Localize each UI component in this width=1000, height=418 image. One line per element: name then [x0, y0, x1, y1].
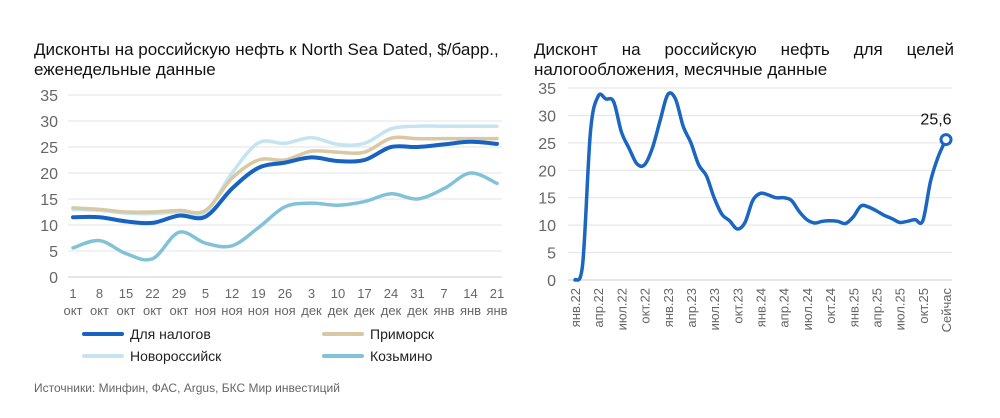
x-tick-label-month: окт — [143, 303, 162, 318]
x-tick-label-month: янв — [486, 303, 507, 318]
legend-label: Для налогов — [130, 326, 211, 342]
x-tick-label-day: 10 — [331, 286, 345, 301]
left-chart-title: Дисконты на российскую нефть к North Sea… — [34, 40, 499, 79]
x-tick-label-month: ноя — [221, 303, 242, 318]
x-tick-label: июл.25 — [893, 288, 908, 330]
x-tick-label-day: 19 — [251, 286, 265, 301]
legend-item: Приморск — [322, 326, 434, 342]
x-tick-label-day: 12 — [225, 286, 239, 301]
x-tick-label-day: 22 — [145, 286, 159, 301]
x-tick-label: апр.22 — [591, 288, 606, 328]
source-note: Источники: Минфин, ФАС, Argus, БКС Мир и… — [34, 381, 340, 395]
y-tick-label: 5 — [49, 244, 58, 261]
x-tick-label: апр.23 — [684, 288, 699, 328]
legend-swatch — [322, 354, 364, 358]
series-line — [71, 135, 499, 215]
series-line — [573, 91, 948, 282]
x-tick-label-day: 7 — [440, 286, 447, 301]
y-tick-label: 35 — [40, 88, 58, 105]
x-tick-label-month: окт — [90, 303, 109, 318]
legend-item: Козьмино — [322, 348, 432, 364]
x-tick-label-month: окт — [169, 303, 188, 318]
y-tick-label: 35 — [538, 81, 556, 98]
x-tick-label-month: ноя — [248, 303, 269, 318]
y-tick-label: 30 — [538, 108, 556, 125]
x-tick-label: окт.24 — [823, 288, 838, 324]
x-tick-label-day: 31 — [410, 286, 424, 301]
y-tick-label: 0 — [49, 270, 58, 287]
x-tick-label-month: дек — [301, 303, 322, 318]
x-tick-label: июл.22 — [614, 288, 629, 330]
legend-item: Для налогов — [82, 326, 211, 342]
x-tick-label-day: 21 — [490, 286, 504, 301]
legend-swatch — [322, 332, 364, 336]
right-chart-title: Дисконт на российскую нефть для целей на… — [534, 40, 954, 79]
y-tick-label: 15 — [40, 192, 58, 209]
legend-swatch — [82, 354, 124, 358]
x-tick-label-day: 14 — [463, 286, 477, 301]
x-tick-label: янв.22 — [568, 288, 583, 327]
x-tick-label-day: 1 — [69, 286, 76, 301]
legend-label: Приморск — [370, 326, 434, 342]
x-tick-label: янв.24 — [754, 288, 769, 327]
x-tick-label-day: 29 — [172, 286, 186, 301]
x-tick-label: Сейчас — [939, 288, 954, 333]
data-label: 25,6 — [920, 112, 951, 129]
y-tick-label: 20 — [40, 166, 58, 183]
x-tick-label: апр.25 — [869, 288, 884, 328]
y-tick-label: 25 — [538, 136, 556, 153]
x-tick-label-day: 8 — [96, 286, 103, 301]
x-tick-label: июл.23 — [707, 288, 722, 330]
y-tick-label: 30 — [40, 114, 58, 131]
x-tick-label-month: янв — [460, 303, 481, 318]
x-tick-label-month: дек — [381, 303, 402, 318]
series-line — [71, 139, 499, 226]
y-tick-label: 10 — [40, 218, 58, 235]
legend-item: Новороссийск — [82, 348, 221, 364]
x-tick-label: июл.24 — [800, 288, 815, 330]
y-tick-label: 5 — [547, 246, 556, 263]
y-tick-label: 25 — [40, 140, 58, 157]
y-tick-label: 10 — [538, 218, 556, 235]
y-tick-label: 0 — [547, 273, 556, 290]
legend-label: Новороссийск — [130, 348, 222, 364]
x-tick-label-month: дек — [354, 303, 375, 318]
x-tick-label-month: янв — [433, 303, 454, 318]
x-tick-label-day: 24 — [384, 286, 398, 301]
last-point-marker — [939, 133, 953, 147]
x-tick-label: окт.22 — [638, 288, 653, 324]
legend-swatch — [82, 332, 124, 336]
x-tick-label: окт.23 — [730, 288, 745, 324]
x-tick-label-month: дек — [328, 303, 349, 318]
x-tick-label-day: 15 — [119, 286, 133, 301]
x-tick-label-day: 26 — [278, 286, 292, 301]
x-tick-label-month: окт — [116, 303, 135, 318]
x-tick-label: янв.23 — [661, 288, 676, 327]
x-tick-label: янв.25 — [846, 288, 861, 327]
x-tick-label-month: ноя — [195, 303, 216, 318]
x-tick-label-day: 3 — [308, 286, 315, 301]
y-tick-label: 20 — [538, 163, 556, 180]
series-line — [71, 171, 499, 262]
x-tick-label: окт.25 — [916, 288, 931, 324]
x-tick-label-day: 17 — [357, 286, 371, 301]
x-tick-label-month: дек — [407, 303, 428, 318]
x-tick-label-day: 5 — [202, 286, 209, 301]
x-tick-label: апр.24 — [777, 288, 792, 328]
legend-label: Козьмино — [370, 348, 433, 364]
y-tick-label: 15 — [538, 191, 556, 208]
x-tick-label-month: окт — [63, 303, 82, 318]
x-tick-label-month: ноя — [274, 303, 295, 318]
